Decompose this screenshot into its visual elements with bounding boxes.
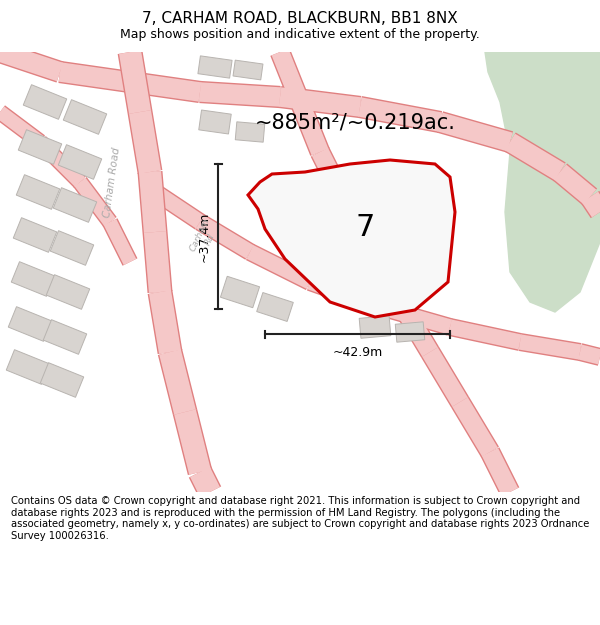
Polygon shape xyxy=(16,174,60,209)
Text: ~37.4m: ~37.4m xyxy=(197,211,211,262)
Polygon shape xyxy=(13,217,57,252)
Polygon shape xyxy=(11,262,55,296)
Polygon shape xyxy=(248,160,455,317)
Polygon shape xyxy=(58,144,102,179)
Polygon shape xyxy=(18,129,62,164)
Text: Map shows position and indicative extent of the property.: Map shows position and indicative extent… xyxy=(120,28,480,41)
Text: Contains OS data © Crown copyright and database right 2021. This information is : Contains OS data © Crown copyright and d… xyxy=(11,496,589,541)
Text: ~885m²/~0.219ac.: ~885m²/~0.219ac. xyxy=(254,112,455,132)
Polygon shape xyxy=(6,349,50,384)
Polygon shape xyxy=(220,276,260,308)
Text: Carham Road: Carham Road xyxy=(102,146,122,217)
Polygon shape xyxy=(53,188,97,222)
Polygon shape xyxy=(8,307,52,341)
Text: Carham
Rd: Carham Rd xyxy=(189,217,221,257)
Polygon shape xyxy=(235,122,265,142)
Polygon shape xyxy=(63,99,107,134)
Polygon shape xyxy=(359,316,391,338)
Polygon shape xyxy=(46,274,90,309)
Polygon shape xyxy=(485,52,600,312)
Polygon shape xyxy=(395,322,425,342)
Text: 7, CARHAM ROAD, BLACKBURN, BB1 8NX: 7, CARHAM ROAD, BLACKBURN, BB1 8NX xyxy=(142,11,458,26)
Polygon shape xyxy=(233,60,263,80)
Polygon shape xyxy=(40,362,84,398)
Polygon shape xyxy=(23,84,67,119)
Text: 7: 7 xyxy=(355,213,374,241)
Text: ~42.9m: ~42.9m xyxy=(332,346,383,359)
Polygon shape xyxy=(198,56,232,78)
Polygon shape xyxy=(199,110,231,134)
Polygon shape xyxy=(43,319,87,354)
Polygon shape xyxy=(50,231,94,266)
Polygon shape xyxy=(257,292,293,321)
